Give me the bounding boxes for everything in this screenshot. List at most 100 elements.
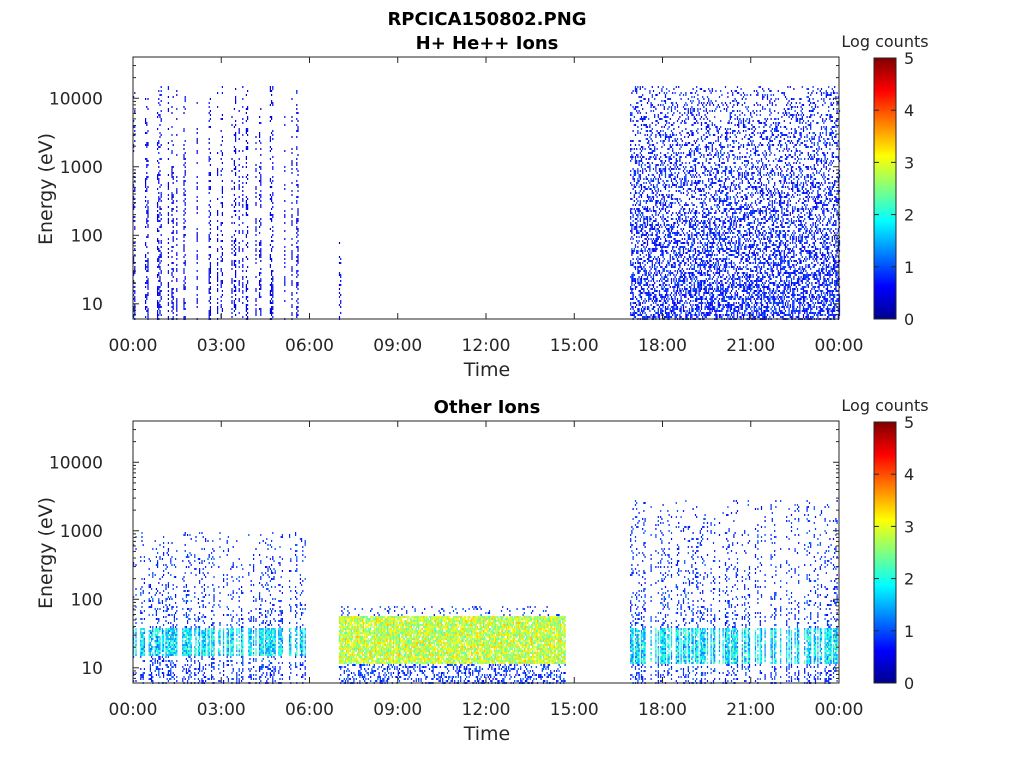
spectrogram-cell xyxy=(702,204,704,206)
spectrogram-cell xyxy=(729,276,731,278)
spectrogram-cell xyxy=(733,276,735,278)
spectrogram-cell xyxy=(717,300,719,302)
spectrogram-cell xyxy=(700,242,703,244)
spectrogram-cell xyxy=(238,132,240,134)
spectrogram-cell xyxy=(723,220,725,222)
spectrogram-cell xyxy=(712,104,715,106)
spectrogram-cell xyxy=(682,250,685,252)
spectrogram-cell xyxy=(657,182,659,184)
spectrogram-cell xyxy=(674,140,676,142)
spectrogram-cell xyxy=(729,102,731,104)
spectrogram-cell xyxy=(692,88,694,90)
spectrogram-cell xyxy=(147,310,149,312)
spectrogram-cell xyxy=(690,112,692,114)
spectrogram-cell xyxy=(217,170,219,172)
spectrogram-cell xyxy=(680,180,682,182)
spectrogram-cell xyxy=(183,268,185,270)
spectrogram-cell xyxy=(699,88,701,90)
spectrogram-cell xyxy=(694,270,697,272)
spectrogram-cell xyxy=(663,300,665,302)
spectrogram-cell xyxy=(259,250,261,252)
spectrogram-cell xyxy=(722,284,724,286)
spectrogram-cell xyxy=(646,224,649,226)
spectrogram-cell xyxy=(703,194,705,196)
spectrogram-cell xyxy=(727,290,729,292)
spectrogram-cell xyxy=(709,284,711,286)
spectrogram-cell xyxy=(643,218,645,220)
spectrogram-cell xyxy=(662,252,664,254)
spectrogram-cell xyxy=(648,234,650,236)
spectrogram-cell xyxy=(730,246,733,248)
spectrogram-cell xyxy=(736,284,739,286)
spectrogram-cell xyxy=(661,266,663,268)
spectrogram-cell xyxy=(662,254,664,256)
spectrogram-cell xyxy=(687,242,689,244)
spectrogram-cell xyxy=(297,306,299,308)
spectrogram-cell xyxy=(688,250,691,252)
spectrogram-cell xyxy=(690,152,692,154)
spectrogram-cell xyxy=(291,98,293,100)
spectrogram-cell xyxy=(650,226,652,228)
spectrogram-cell xyxy=(708,218,710,220)
spectrogram-cell xyxy=(652,284,655,286)
spectrogram-cell xyxy=(221,282,223,284)
spectrogram-cell xyxy=(648,306,650,308)
spectrogram-cell xyxy=(663,162,665,164)
spectrogram-cell xyxy=(291,120,293,122)
spectrogram-cell xyxy=(722,248,724,250)
spectrogram-cell xyxy=(652,208,655,210)
spectrogram-cell xyxy=(718,302,721,304)
spectrogram-cell xyxy=(676,254,679,256)
spectrogram-cell xyxy=(710,296,712,298)
spectrogram-cell xyxy=(664,288,667,290)
spectrogram-cell xyxy=(720,192,722,194)
spectrogram-cell xyxy=(176,270,178,272)
spectrogram-cell xyxy=(676,260,679,262)
spectrogram-cell xyxy=(721,190,723,192)
spectrogram-cell xyxy=(717,204,719,206)
spectrogram-cell xyxy=(184,140,186,142)
spectrogram-cell xyxy=(681,260,683,262)
spectrogram-cell xyxy=(639,220,641,222)
spectrogram-cell xyxy=(643,200,645,202)
spectrogram-cell xyxy=(704,316,706,318)
spectrogram-cell xyxy=(706,250,709,252)
spectrogram-cell xyxy=(208,126,210,128)
spectrogram-cell xyxy=(726,258,728,260)
spectrogram-cell xyxy=(670,158,673,160)
spectrogram-cell xyxy=(134,198,136,200)
spectrogram-cell xyxy=(134,180,136,182)
spectrogram-cell xyxy=(196,250,198,252)
spectrogram-cell xyxy=(652,306,655,308)
spectrogram-cell xyxy=(690,148,692,150)
spectrogram-cell xyxy=(679,198,681,200)
spectrogram-cell xyxy=(693,286,695,288)
spectrogram-cell xyxy=(655,108,657,110)
spectrogram-cell xyxy=(733,196,735,198)
spectrogram-cell xyxy=(706,270,709,272)
spectrogram-cell xyxy=(669,162,671,164)
spectrogram-cell xyxy=(632,130,634,132)
spectrogram-cell xyxy=(242,176,244,178)
spectrogram-cell xyxy=(666,250,668,252)
spectrogram-cell xyxy=(702,180,704,182)
spectrogram-cell xyxy=(639,296,641,298)
spectrogram-cell xyxy=(247,258,249,260)
spectrogram-cell xyxy=(217,276,219,278)
spectrogram-cell xyxy=(630,208,632,210)
spectrogram-cell xyxy=(675,294,677,296)
spectrogram-cell xyxy=(291,294,293,296)
spectrogram-cell xyxy=(238,170,240,172)
spectrogram-cell xyxy=(260,200,262,202)
spectrogram-cell xyxy=(651,226,653,228)
spectrogram-cell xyxy=(176,258,178,260)
spectrogram-cell xyxy=(670,204,673,206)
spectrogram-cell xyxy=(184,208,186,210)
spectrogram-cell xyxy=(662,104,664,106)
spectrogram-cell xyxy=(734,216,736,218)
spectrogram-cell xyxy=(674,166,676,168)
spectrogram-cell xyxy=(146,178,148,180)
spectrogram-cell xyxy=(255,250,257,252)
spectrogram-cell xyxy=(704,286,706,288)
spectrogram-cell xyxy=(656,94,658,96)
